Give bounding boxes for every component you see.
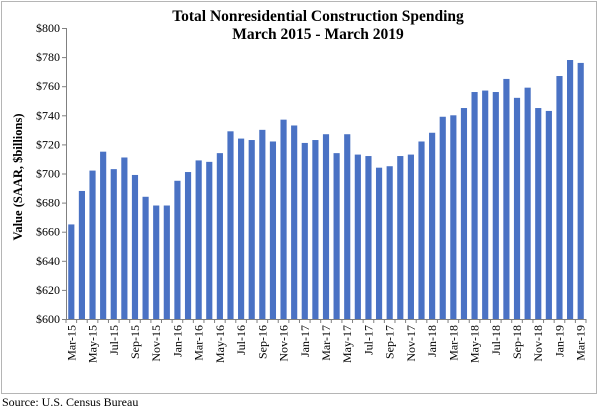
y-tick-label: $680 <box>36 196 60 210</box>
x-tick-label: Jul-15 <box>107 325 121 355</box>
bar <box>312 140 319 319</box>
bar <box>195 160 202 319</box>
x-tick-label: Jan-19 <box>552 325 566 357</box>
x-tick-label: Nov-16 <box>277 325 291 362</box>
bar <box>291 125 298 319</box>
bar <box>131 174 139 319</box>
x-tick-label: Jan-16 <box>170 325 184 357</box>
chart-title: Total Nonresidential Construction Spendi… <box>172 8 464 25</box>
bar <box>269 141 277 319</box>
bar <box>354 154 361 319</box>
x-tick-label: May-17 <box>340 325 354 363</box>
x-tick-label: May-16 <box>213 325 227 363</box>
y-tick-label: $780 <box>36 50 60 64</box>
bar <box>513 97 521 319</box>
bar <box>153 205 160 319</box>
source-note: Source: U.S. Census Bureau <box>2 395 139 409</box>
bar <box>397 156 404 319</box>
bar <box>460 108 468 319</box>
bar <box>68 224 75 319</box>
bar <box>100 151 107 319</box>
x-tick-label: May-15 <box>86 325 100 363</box>
bar <box>482 90 489 319</box>
bar <box>248 140 255 319</box>
x-tick-label: Mar-18 <box>446 325 460 361</box>
bar <box>333 153 340 319</box>
bar <box>503 78 510 320</box>
bar <box>227 131 234 319</box>
bar <box>344 134 351 319</box>
y-tick-label: $620 <box>36 283 60 297</box>
x-tick-label: Jul-16 <box>234 325 248 355</box>
chart-frame <box>1 1 597 394</box>
x-tick-label: Nov-17 <box>404 325 418 362</box>
bar <box>407 154 414 319</box>
y-tick-label: $700 <box>36 167 60 181</box>
chart-subtitle: March 2015 - March 2019 <box>232 26 404 43</box>
x-tick-label: Sep-16 <box>255 325 269 359</box>
bar <box>375 167 383 319</box>
bar <box>238 138 245 319</box>
x-tick-label: Mar-16 <box>192 325 206 361</box>
bars <box>68 60 584 320</box>
x-tick-label: Nov-18 <box>531 325 545 362</box>
bar <box>535 108 542 319</box>
bar <box>545 110 552 319</box>
bar <box>524 87 531 319</box>
bar <box>492 92 499 320</box>
x-tick-label: Sep-18 <box>510 325 524 359</box>
x-tick-label: Mar-17 <box>319 325 333 361</box>
y-tick-label: $600 <box>36 312 60 326</box>
y-tick-label: $720 <box>36 137 60 151</box>
x-tick-label: Sep-15 <box>128 325 142 359</box>
bar <box>89 170 96 319</box>
bar <box>577 62 584 320</box>
bar <box>556 76 563 320</box>
x-tick-label: Jan-18 <box>425 325 439 357</box>
bar <box>386 166 393 319</box>
bar <box>121 157 128 319</box>
x-tick-label: Mar-19 <box>574 325 588 361</box>
x-tick-label: Jul-17 <box>361 325 375 355</box>
x-tick-label: May-18 <box>468 325 482 363</box>
bar <box>174 180 181 319</box>
x-axis: Mar-15 May-15 Jul-15 Sep-15 Nov-15 Jan-16 Mar-… <box>64 319 588 363</box>
y-axis-label: Value (SAAR, $billions) <box>11 114 25 241</box>
y-tick-label: $740 <box>36 108 60 122</box>
bar <box>439 116 446 319</box>
x-tick-label: Sep-17 <box>383 325 397 359</box>
bar <box>429 132 436 319</box>
x-tick-label: Jan-17 <box>298 325 312 357</box>
bar <box>322 134 330 319</box>
x-tick-label: Nov-15 <box>149 325 163 362</box>
y-axis: $600 $620 $640 $660 $680 $700 $720 $740 $760 $780… <box>36 21 66 326</box>
bar <box>110 169 117 319</box>
bar <box>418 141 425 319</box>
y-tick-label: $640 <box>36 254 60 268</box>
y-tick-label: $660 <box>36 225 60 239</box>
y-tick-label: $760 <box>36 79 60 93</box>
bar <box>216 153 223 319</box>
bar <box>567 60 574 319</box>
bar <box>365 156 372 319</box>
x-tick-label: Mar-15 <box>64 325 78 361</box>
bar <box>163 205 170 319</box>
bar <box>301 142 308 319</box>
bar <box>471 92 478 320</box>
x-tick-label: Jul-18 <box>489 325 503 355</box>
bar <box>206 161 213 319</box>
bar <box>184 172 192 319</box>
bar <box>259 129 266 319</box>
bar <box>78 190 85 319</box>
y-tick-label: $800 <box>36 21 60 35</box>
bar <box>450 115 457 319</box>
bar <box>280 119 287 319</box>
bar <box>142 196 149 319</box>
